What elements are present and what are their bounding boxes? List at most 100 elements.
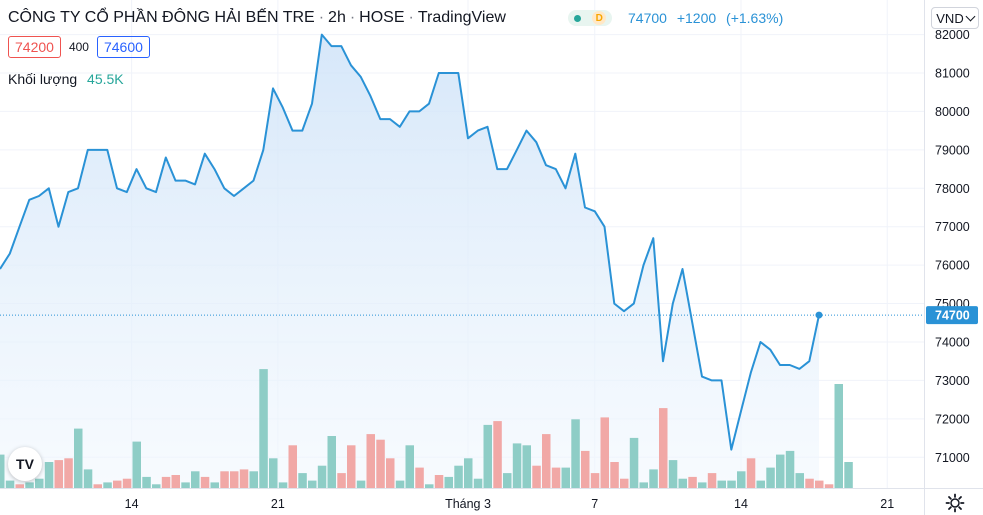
- volume-bar: [571, 419, 580, 488]
- volume-bar: [171, 475, 180, 488]
- volume-bar: [834, 384, 843, 488]
- gear-icon[interactable]: [944, 493, 966, 513]
- volume-bar: [698, 482, 707, 488]
- volume-bar: [639, 482, 648, 488]
- y-tick-label: 76000: [935, 259, 970, 273]
- volume-bar: [152, 484, 161, 488]
- separator: ·: [408, 9, 414, 26]
- volume-bar: [532, 465, 541, 488]
- volume-bar: [376, 439, 385, 488]
- volume-bar: [210, 482, 219, 488]
- volume-bar: [649, 469, 658, 488]
- y-tick-label: 82000: [935, 28, 970, 42]
- volume-bar: [688, 476, 697, 488]
- volume-bar: [269, 458, 278, 488]
- volume-bar: [805, 478, 814, 488]
- volume-bar: [717, 480, 726, 488]
- price-change: +1200: [676, 10, 717, 26]
- tradingview-logo[interactable]: TV: [8, 447, 42, 481]
- volume-bar: [74, 428, 83, 488]
- volume-bar: [737, 471, 746, 488]
- y-tick-label: 78000: [935, 182, 970, 196]
- last-price-label: 74700: [935, 309, 970, 323]
- currency-select[interactable]: VND: [931, 7, 979, 29]
- volume-bar: [707, 473, 717, 488]
- volume-bar: [668, 460, 678, 488]
- volume-bar: [512, 443, 522, 488]
- chevron-down-icon: [965, 11, 976, 21]
- y-tick-label: 72000: [935, 412, 970, 426]
- exchange-label: HOSE: [359, 9, 405, 26]
- volume-bar: [727, 480, 736, 488]
- volume-bar: [44, 462, 54, 488]
- separator: ·: [349, 9, 356, 26]
- y-tick-label: 73000: [935, 374, 970, 388]
- volume-bar: [483, 424, 492, 488]
- volume-bar: [249, 471, 258, 488]
- volume-bar: [317, 465, 327, 488]
- last-price: 74700: [628, 10, 667, 26]
- interval-label[interactable]: 2h: [328, 9, 346, 26]
- volume-bar: [327, 436, 336, 488]
- bid-ask: 74200 400 74600: [8, 36, 150, 58]
- y-tick-label: 71000: [935, 451, 970, 465]
- volume-bar: [610, 462, 619, 488]
- y-tick-label: 77000: [935, 220, 970, 234]
- volume-bar: [278, 482, 288, 488]
- volume-bar: [142, 476, 151, 488]
- volume-bar: [444, 476, 453, 488]
- volume-bar: [122, 478, 132, 488]
- volume-bar: [395, 480, 405, 488]
- volume-bar: [386, 458, 395, 488]
- x-tick-label: Tháng 3: [445, 497, 491, 511]
- volume-bar: [308, 480, 317, 488]
- x-tick-label: 21: [271, 497, 285, 511]
- volume-bar: [103, 482, 112, 488]
- volume-bar: [776, 454, 785, 488]
- ask-price-button[interactable]: 74600: [96, 36, 150, 58]
- y-tick-label: 74000: [935, 335, 970, 349]
- volume-bar: [795, 473, 804, 488]
- separator: ·: [318, 9, 325, 26]
- volume-bar: [25, 482, 34, 488]
- volume-bar: [785, 450, 795, 488]
- y-tick-label: 81000: [935, 67, 970, 81]
- volume-bar: [746, 458, 756, 488]
- volume-bar: [473, 478, 483, 488]
- bid-price-button[interactable]: 74200: [8, 36, 61, 58]
- volume-bar: [93, 484, 102, 488]
- volume-bar: [35, 478, 44, 488]
- volume-bar: [200, 476, 210, 488]
- x-tick-label: 14: [734, 497, 748, 511]
- price-area-fill: [0, 34, 819, 488]
- volume-bar: [542, 434, 551, 488]
- volume-bar: [629, 437, 639, 488]
- volume-bar: [551, 467, 561, 488]
- volume-legend: Khối lượng 45.5K: [8, 71, 124, 87]
- last-price-label-bg: [926, 306, 978, 325]
- spread-value: 400: [68, 40, 89, 54]
- market-open-dot-icon: [573, 14, 581, 22]
- volume-bar: [298, 473, 307, 488]
- volume-bar: [347, 445, 356, 488]
- volume-bar: [493, 421, 502, 488]
- volume-bar: [356, 480, 366, 488]
- volume-bar: [464, 458, 473, 488]
- x-tick-label: 21: [880, 497, 894, 511]
- volume-bar: [620, 478, 629, 488]
- market-status[interactable]: D: [568, 10, 612, 26]
- volume-bar: [581, 450, 590, 488]
- volume-bar: [756, 480, 765, 488]
- volume-bar: [15, 484, 24, 488]
- volume-bar: [659, 408, 668, 488]
- volume-bar: [405, 445, 414, 488]
- volume-bar: [54, 460, 63, 488]
- x-tick-label: 7: [591, 497, 598, 511]
- volume-bar: [434, 475, 444, 488]
- volume-bar: [425, 484, 434, 488]
- volume-bar: [522, 445, 531, 488]
- volume-bar: [415, 467, 424, 488]
- volume-bar: [824, 484, 834, 488]
- quote-summary: 74700 +1200 (+1.63%): [628, 10, 789, 26]
